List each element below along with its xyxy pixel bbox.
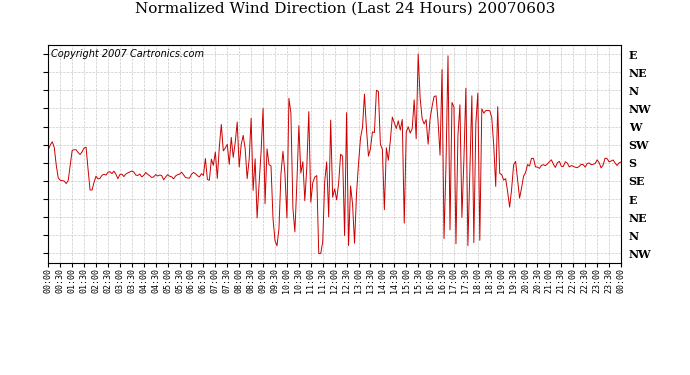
Text: Copyright 2007 Cartronics.com: Copyright 2007 Cartronics.com bbox=[51, 50, 204, 59]
Text: Normalized Wind Direction (Last 24 Hours) 20070603: Normalized Wind Direction (Last 24 Hours… bbox=[135, 2, 555, 16]
